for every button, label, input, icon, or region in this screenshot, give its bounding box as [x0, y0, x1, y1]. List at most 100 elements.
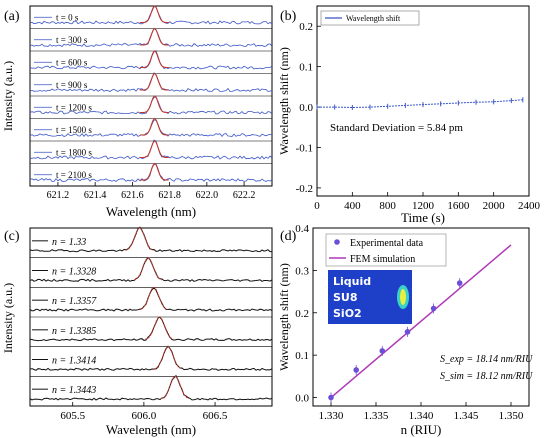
panel-a-series-label: t = 300 s — [56, 35, 88, 45]
panel-b-label: (b) — [280, 9, 297, 24]
panel-b-xtick-label: 400 — [344, 200, 361, 212]
panel-c-xlabel: Wavelength (nm) — [106, 422, 196, 437]
panel-a-fit — [139, 140, 169, 159]
panel-a-series-label: t = 2100 s — [56, 170, 92, 180]
panel-d-point — [379, 348, 386, 354]
panel-d-legend-box — [325, 233, 447, 267]
panel-b-xtick-label: 800 — [379, 200, 396, 212]
panel-b-xlabel: Time (s) — [401, 210, 445, 225]
panel-a-fit — [139, 117, 169, 136]
panel-d-xtick-label: 1.350 — [499, 410, 524, 422]
inset-label-liquid: Liquid — [333, 275, 371, 288]
panel-c-series-label: n = 1.3328 — [52, 267, 96, 278]
panel-c-xtick-label: 605.5 — [60, 410, 85, 422]
panel-d-ytick-label: 0.3 — [295, 265, 309, 277]
panel-b-ytick-label: 0.1 — [299, 62, 313, 74]
panel-c-fit — [145, 316, 174, 340]
panel-d-annotation-exp: S_exp = 18.14 nm/RIU — [440, 354, 533, 365]
panel-a-xtick-label: 621.2 — [47, 190, 70, 201]
panel-d-point — [430, 305, 437, 312]
panel-d-point — [328, 394, 334, 401]
panel-c-fit — [139, 286, 168, 311]
panel-b-xtick-label: 1200 — [412, 200, 435, 212]
panel-d-ytick-label: 0.1 — [295, 350, 309, 362]
panel-b-frame — [316, 5, 530, 197]
panel-a-series-label: t = 900 s — [56, 80, 88, 90]
panel-a-xtick-label: 622.2 — [233, 190, 256, 201]
panel-b-ytick-label: -0.1 — [296, 142, 313, 154]
panel-b-xtick-label: 0 — [314, 200, 320, 212]
panel-c-series-label: n = 1.3414 — [52, 356, 96, 367]
panel-a-fit — [139, 5, 169, 24]
panel-d-xtick-label: 1.330 — [319, 410, 344, 422]
panel-d-ytick-label: 0.4 — [295, 223, 309, 235]
panel-c-series-label: n = 1.3357 — [52, 296, 97, 307]
panel-a-series-label: t = 1500 s — [56, 125, 92, 135]
panel-d-point — [404, 329, 411, 335]
inset-label-su8: SU8 — [333, 291, 358, 304]
panel-c-series-label: n = 1.3443 — [52, 385, 96, 396]
panel-c-trace — [29, 316, 273, 342]
panel-d-legend-label-0: Experimental data — [350, 238, 424, 249]
panel-d-label: (d) — [280, 229, 297, 244]
panel-d-ytick-label: 0.0 — [295, 393, 309, 405]
panel-d-legend-label-1: FEM simulation — [350, 254, 415, 265]
panel-d-point — [456, 280, 463, 286]
panel-c-series-label: n = 1.33 — [52, 237, 86, 248]
panel-d-fit-line — [330, 244, 512, 399]
panel-b-legend-label: Wavelength shift — [346, 14, 401, 23]
panel-a-xtick-label: 621.8 — [158, 190, 181, 201]
panel-c-fit — [153, 346, 182, 370]
panel-c-xtick-label: 606.0 — [132, 410, 157, 422]
panel-a: (a) Intensity (a.u.) Wavelength (nm) t =… — [1, 5, 273, 219]
panel-d-point — [353, 367, 360, 373]
panel-b-series-line — [317, 99, 523, 109]
panel-b-legend-box — [320, 10, 420, 26]
panel-d-ylabel: Wavelength shift (nm) — [277, 263, 291, 371]
panel-a-fit — [139, 27, 169, 46]
panel-d: (d) Wavelength shift (nm) n (RIU) 1.330 1… — [277, 223, 533, 437]
panel-c-xtick-label: 606.5 — [203, 410, 228, 422]
panel-d-annotation-sim: S_sim = 18.12 nm/RIU — [440, 371, 533, 382]
inset-label-sio2: SiO2 — [333, 307, 362, 320]
panel-d-ytick-label: 0.2 — [295, 308, 309, 320]
inset-mode-core — [400, 289, 406, 305]
panel-b-ylabel: Wavelength shift (nm) — [277, 47, 291, 155]
panel-b-xtick-label: 2400 — [518, 200, 541, 212]
panel-b: (b) Wavelength shift (nm) Time (s) 0 400 8… — [277, 5, 541, 225]
panel-a-series-label: t = 0 s — [56, 12, 79, 22]
panel-a-xtick-label: 622.0 — [196, 190, 219, 201]
panel-c-trace — [29, 345, 273, 371]
panel-b-annotation: Standard Deviation = 5.84 pm — [330, 122, 463, 134]
panel-b-xtick-label: 2000 — [483, 200, 506, 212]
panel-d-legend-marker — [334, 239, 340, 245]
panel-a-ylabel: Intensity (a.u.) — [1, 61, 15, 131]
panel-a-fit — [139, 95, 169, 114]
panel-c-trace — [29, 256, 273, 282]
panel-c: (c) Intensity (a.u.) Wavelength (nm) n =… — [1, 226, 273, 437]
panel-a-series-label: t = 1800 s — [56, 147, 92, 157]
panel-a-xtick-label: 621.6 — [121, 190, 144, 201]
panel-d-xtick-label: 1.335 — [364, 410, 389, 422]
panel-d-xtick-label: 1.340 — [409, 410, 434, 422]
panel-c-trace — [29, 374, 273, 401]
panel-d-xlabel: n (RIU) — [401, 422, 442, 437]
panel-c-label: (c) — [4, 229, 20, 244]
panel-b-ytick-label: 0.2 — [299, 21, 313, 33]
panel-c-fit — [133, 257, 163, 281]
panel-c-series-label: n = 1.3385 — [52, 326, 96, 337]
panel-a-xlabel: Wavelength (nm) — [106, 204, 196, 219]
panel-a-series-label: t = 1200 s — [56, 102, 92, 112]
panel-a-fit — [139, 162, 169, 181]
panel-a-fit — [139, 50, 169, 69]
panel-c-fit — [125, 227, 154, 251]
panel-a-series-label: t = 600 s — [56, 57, 88, 67]
panel-b-ytick-label: -0.2 — [296, 183, 313, 195]
panel-c-fit — [160, 375, 190, 400]
panel-a-label: (a) — [4, 9, 20, 24]
panel-b-ytick-label: 0.0 — [299, 102, 313, 114]
panel-a-xtick-label: 621.4 — [84, 190, 107, 201]
panel-d-inset: Liquid SU8 SiO2 — [328, 270, 412, 324]
panel-d-xtick-label: 1.345 — [454, 410, 479, 422]
